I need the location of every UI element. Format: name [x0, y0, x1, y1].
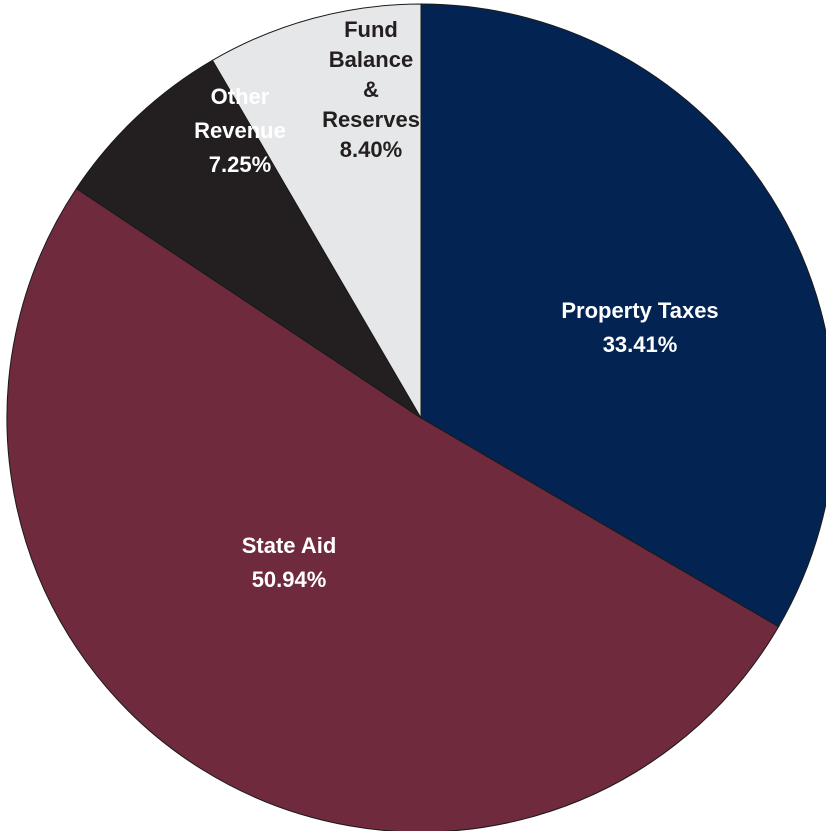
pie-category-label-fund-balance-reserves: Reserves — [322, 107, 420, 132]
pie-slice-fund-balance-reserves — [211, 3, 422, 420]
pie-value-label-state-aid: 50.94% — [252, 567, 327, 592]
pie-label-state-aid: State Aid 50.94% — [242, 533, 337, 592]
pie-category-label-other-revenue: Revenue — [194, 118, 286, 143]
pie-slices — [6, 3, 826, 831]
pie-slice-other-revenue — [75, 59, 422, 419]
pie-label-other-revenue: Other Revenue 7.25% — [194, 84, 286, 177]
pie-category-label-fund-balance-reserves: Fund — [344, 17, 398, 42]
pie-category-label-fund-balance-reserves: & — [363, 77, 379, 102]
pie-slice-state-aid — [6, 187, 780, 831]
pie-value-label-property-taxes: 33.41% — [603, 332, 678, 357]
pie-value-label-fund-balance-reserves: 8.40% — [340, 137, 402, 162]
pie-category-label-fund-balance-reserves: Balance — [329, 47, 413, 72]
pie-category-label-other-revenue: Other — [211, 84, 270, 109]
pie-value-label-other-revenue: 7.25% — [209, 152, 271, 177]
pie-label-fund-balance-reserves: Fund Balance & Reserves 8.40% — [322, 17, 420, 162]
pie-labels: Property Taxes 33.41% State Aid 50.94% Other… — [194, 17, 719, 592]
pie-label-property-taxes: Property Taxes 33.41% — [561, 298, 718, 357]
pie-slice-property-taxes — [420, 3, 826, 628]
pie-category-label-state-aid: State Aid — [242, 533, 337, 558]
pie-category-label-property-taxes: Property Taxes — [561, 298, 718, 323]
